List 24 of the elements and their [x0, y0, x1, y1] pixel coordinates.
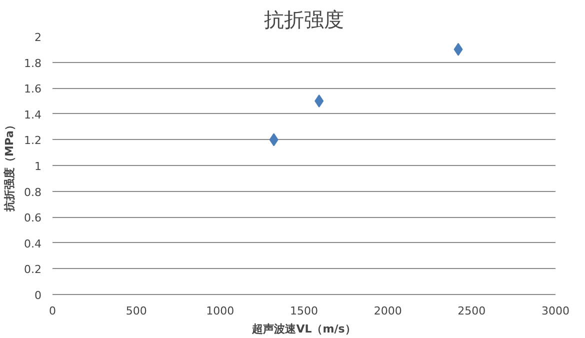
y-tick-label: 0.8	[24, 186, 42, 199]
y-tick-label: 0.6	[24, 212, 42, 225]
y-tick-label: 1.6	[24, 82, 42, 96]
y-tick-label: 0	[34, 289, 42, 302]
x-tick-label: 500	[126, 304, 147, 318]
x-axis-title: 超声波速VL（m/s）	[251, 322, 356, 336]
y-axis-title: 抗折强度（MPa）	[3, 119, 16, 213]
point	[314, 94, 324, 108]
x-tick-label: 0	[49, 304, 56, 318]
point	[454, 42, 463, 56]
y-tick-label: 1.2	[24, 134, 42, 148]
y-tick-label: 0.2	[24, 263, 42, 276]
y-tick-label: 2	[34, 31, 42, 44]
point	[269, 133, 278, 146]
x-tick-label: 1000	[206, 304, 234, 318]
chart-title: 抗折强度	[264, 8, 344, 32]
y-tick-label: 1.4	[24, 108, 42, 122]
x-tick-label: 2500	[458, 304, 486, 318]
y-tick-label: 1	[34, 160, 42, 173]
y-tick-label: 0.4	[24, 237, 42, 250]
x-tick-label: 3000	[542, 304, 570, 318]
x-tick-label: 2000	[374, 304, 402, 318]
x-tick-label: 1500	[290, 304, 318, 318]
y-tick-label: 1.8	[24, 56, 42, 70]
